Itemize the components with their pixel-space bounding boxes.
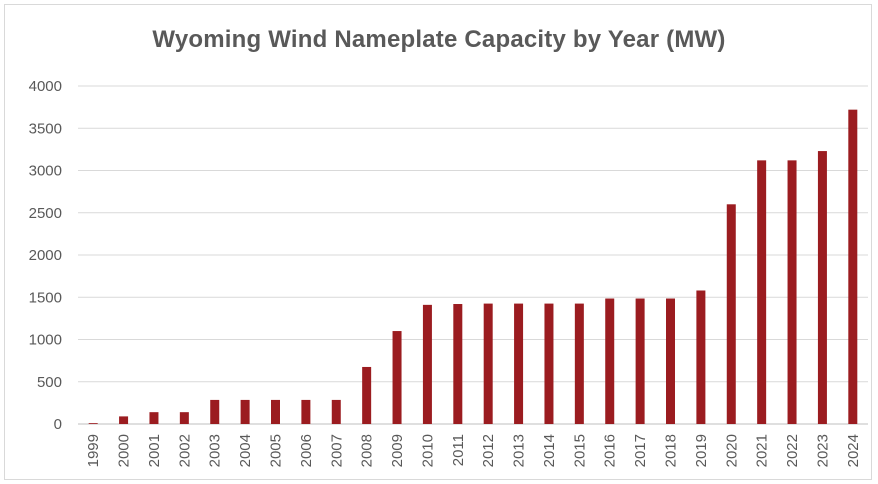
x-tick-label: 2006 (298, 434, 315, 467)
y-axis-ticks: 0 500 1000 1500 2000 2500 3000 3500 4000 (29, 78, 62, 433)
bar-2011 (453, 304, 463, 424)
x-tick-label: 2014 (541, 434, 558, 467)
bar-2018 (666, 298, 675, 424)
x-tick-label: 2005 (268, 434, 285, 467)
y-tick-label: 4000 (29, 78, 62, 95)
bars (88, 109, 858, 425)
x-tick-label: 2009 (389, 434, 406, 467)
x-tick-label: 2021 (754, 434, 771, 467)
bar-2023 (817, 151, 827, 424)
bar-2014 (544, 303, 554, 424)
bar-2005 (271, 399, 280, 424)
x-tick-label: 2020 (723, 434, 740, 467)
x-tick-label: 2004 (237, 434, 254, 467)
bar-1999 (88, 423, 98, 424)
bar-2000 (119, 416, 129, 424)
x-tick-label: 2024 (845, 434, 862, 467)
bar-2001 (149, 412, 159, 424)
bar-2019 (696, 290, 706, 424)
x-tick-label: 2007 (328, 434, 345, 467)
x-tick-label: 2000 (116, 434, 133, 467)
x-tick-label: 2003 (207, 434, 224, 467)
x-tick-label: 2013 (511, 434, 528, 467)
bar-2003 (210, 399, 220, 424)
bar-2022 (787, 160, 797, 425)
y-tick-label: 500 (37, 374, 62, 391)
y-tick-label: 2500 (29, 205, 62, 222)
gridlines (78, 85, 868, 425)
x-tick-label: 2016 (602, 434, 619, 467)
bar-2012 (483, 303, 493, 424)
bar-2021 (757, 160, 767, 425)
bar-2009 (392, 331, 402, 424)
y-tick-label: 1500 (29, 289, 62, 306)
x-tick-label: 2022 (784, 434, 801, 467)
x-tick-label: 2008 (359, 434, 376, 467)
y-tick-label: 3500 (29, 120, 62, 137)
chart-title: Wyoming Wind Nameplate Capacity by Year … (152, 26, 726, 53)
x-tick-label: 2011 (450, 434, 467, 466)
x-tick-label: 1999 (85, 434, 102, 467)
bar-2010 (422, 304, 432, 424)
bar-2020 (726, 204, 736, 424)
bar-2002 (179, 412, 189, 424)
x-axis-ticks: 1999 2000 2001 2002 2003 2004 2005 2006 2007 2008… (85, 434, 862, 467)
bar-2024 (848, 109, 858, 424)
bar-2006 (301, 399, 311, 424)
bar-2015 (574, 303, 584, 424)
x-tick-label: 2002 (176, 434, 193, 467)
y-tick-label: 0 (54, 416, 62, 433)
bar-2017 (635, 298, 645, 424)
bar-2008 (362, 366, 372, 424)
x-tick-label: 2018 (663, 434, 680, 467)
bar-2007 (331, 399, 341, 424)
x-tick-label: 2012 (480, 434, 497, 467)
y-tick-label: 3000 (29, 163, 62, 180)
x-tick-label: 2019 (693, 434, 710, 467)
x-tick-label: 2001 (146, 434, 163, 467)
bar-2013 (514, 303, 524, 424)
bar-2016 (605, 298, 615, 424)
bar-2004 (240, 399, 250, 424)
y-tick-label: 1000 (29, 332, 62, 349)
x-tick-label: 2010 (419, 434, 436, 467)
y-tick-label: 2000 (29, 247, 62, 264)
x-tick-label: 2015 (571, 434, 588, 467)
x-tick-label: 2023 (814, 434, 831, 467)
x-tick-label: 2017 (632, 434, 649, 467)
